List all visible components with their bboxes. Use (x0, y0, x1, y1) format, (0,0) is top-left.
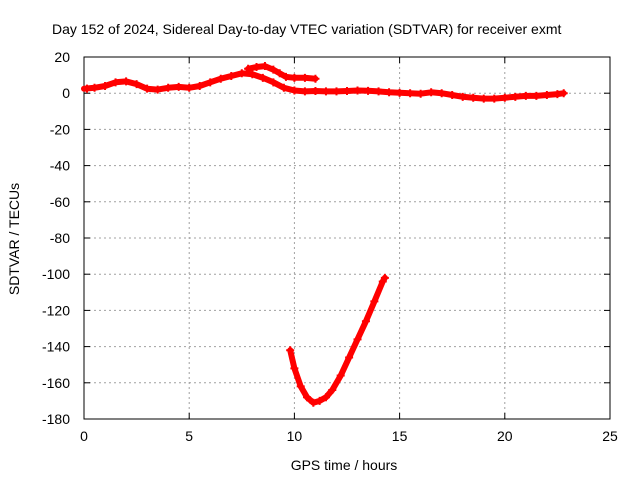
ticks: 0 5 10 15 20 25 20 0 -20 -40 -60 -80 -100 -120 -140 -16… (42, 49, 618, 444)
data-point (315, 396, 324, 405)
data-point (300, 73, 309, 82)
x-tick-label: 15 (392, 428, 408, 444)
series-trace (287, 274, 388, 406)
data-point (185, 83, 194, 92)
data-point (296, 382, 305, 391)
data-point (143, 84, 152, 93)
data-point (300, 87, 309, 96)
series-0 (81, 69, 568, 103)
chart-title: Day 152 of 2024, Sidereal Day-to-day VTE… (52, 21, 561, 37)
data-point (311, 87, 320, 96)
data-point (395, 88, 404, 97)
data-point (406, 89, 415, 98)
y-tick-label: -160 (42, 375, 70, 391)
data-point (174, 82, 183, 91)
data-point (479, 94, 488, 103)
data-point (260, 62, 269, 71)
data-point (385, 88, 394, 97)
x-tick-label: 25 (602, 428, 618, 444)
data-point (83, 84, 91, 93)
data-point (328, 386, 337, 395)
data-point (290, 364, 299, 373)
data-point (206, 78, 215, 87)
data-point (216, 74, 225, 83)
data-point (437, 89, 446, 98)
data-point (511, 92, 520, 101)
data-point (290, 73, 299, 82)
x-tick-label: 20 (497, 428, 513, 444)
data-point (122, 77, 131, 86)
data-point (111, 78, 120, 87)
data-point (370, 297, 379, 306)
series-2 (286, 273, 389, 407)
data-point (458, 92, 467, 101)
data-point (353, 86, 362, 95)
data-point (309, 398, 318, 407)
data-point (311, 74, 320, 83)
data-point (153, 85, 162, 94)
x-tick-label: 5 (185, 428, 193, 444)
data-point (427, 88, 436, 97)
data-point (269, 78, 278, 87)
data-point (364, 86, 373, 95)
data-point (269, 65, 278, 74)
data-point (321, 87, 330, 96)
data-point (252, 62, 261, 71)
y-tick-label: -140 (42, 339, 70, 355)
data-point (380, 273, 389, 282)
y-tick-label: -120 (42, 302, 70, 318)
data-point (343, 87, 351, 96)
data-point (469, 93, 478, 102)
y-tick-label: 20 (54, 49, 70, 65)
data-point (521, 91, 530, 100)
data-point (101, 81, 110, 90)
y-tick-label: -60 (50, 194, 70, 210)
data-point (542, 91, 551, 100)
y-tick-label: -40 (50, 158, 70, 174)
y-tick-label: -180 (42, 411, 70, 427)
y-tick-label: -20 (50, 121, 70, 137)
data-point (353, 335, 362, 344)
data-point (336, 371, 345, 380)
x-tick-label: 0 (80, 428, 88, 444)
data-point (500, 93, 509, 102)
data-point (332, 87, 341, 96)
data-point (279, 83, 288, 92)
data-point (237, 69, 246, 78)
data-point (321, 393, 330, 402)
data-point (90, 83, 99, 92)
y-tick-label: -80 (50, 230, 70, 246)
data-point (281, 72, 290, 81)
y-axis-title: SDTVAR / TECUs (6, 183, 22, 295)
series-1 (244, 62, 320, 83)
data-point (448, 91, 457, 100)
x-axis-title: GPS time / hours (291, 457, 398, 473)
data-point (248, 70, 257, 79)
data-point (258, 73, 267, 82)
y-tick-label: 0 (62, 85, 70, 101)
data-point (374, 87, 383, 96)
data-point (303, 393, 312, 402)
data-point (361, 317, 370, 326)
data-point (416, 89, 425, 98)
data-point (559, 89, 568, 98)
series-layer (81, 62, 568, 407)
data-point (132, 80, 141, 89)
data-point (244, 64, 253, 73)
data-point (290, 86, 299, 95)
data-point (275, 69, 284, 78)
data-point (345, 353, 354, 362)
data-point (195, 81, 204, 90)
data-point (490, 94, 499, 103)
data-point (532, 91, 541, 100)
y-tick-label: -100 (42, 266, 70, 282)
data-point (164, 83, 173, 92)
x-tick-label: 10 (287, 428, 303, 444)
series-trace (81, 70, 567, 102)
data-point (227, 72, 236, 81)
data-point (286, 346, 295, 355)
